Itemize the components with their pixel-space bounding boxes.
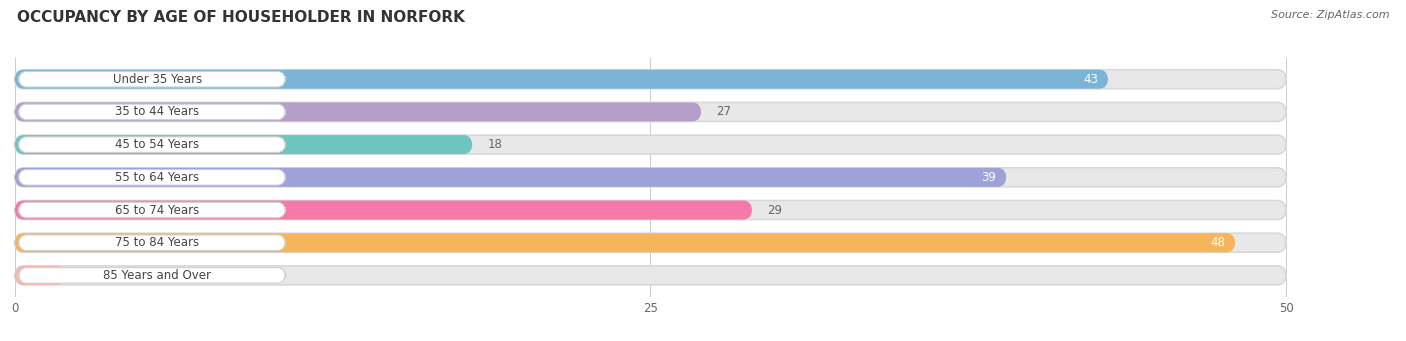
FancyBboxPatch shape: [14, 70, 1286, 89]
Text: 48: 48: [1211, 236, 1225, 249]
Text: 18: 18: [488, 138, 502, 151]
FancyBboxPatch shape: [18, 137, 285, 152]
FancyBboxPatch shape: [18, 202, 285, 218]
FancyBboxPatch shape: [14, 135, 472, 154]
Text: 45 to 54 Years: 45 to 54 Years: [115, 138, 200, 151]
Text: 29: 29: [768, 204, 782, 217]
FancyBboxPatch shape: [18, 169, 285, 185]
Text: 65 to 74 Years: 65 to 74 Years: [115, 204, 200, 217]
Text: 85 Years and Over: 85 Years and Over: [103, 269, 211, 282]
Text: 55 to 64 Years: 55 to 64 Years: [115, 171, 200, 184]
FancyBboxPatch shape: [18, 235, 285, 251]
FancyBboxPatch shape: [14, 233, 1286, 252]
FancyBboxPatch shape: [14, 168, 1286, 187]
Text: 35 to 44 Years: 35 to 44 Years: [115, 105, 200, 118]
Text: 75 to 84 Years: 75 to 84 Years: [115, 236, 200, 249]
FancyBboxPatch shape: [14, 135, 1286, 154]
Text: Under 35 Years: Under 35 Years: [112, 73, 202, 86]
Text: OCCUPANCY BY AGE OF HOUSEHOLDER IN NORFORK: OCCUPANCY BY AGE OF HOUSEHOLDER IN NORFO…: [17, 10, 465, 25]
FancyBboxPatch shape: [18, 104, 285, 120]
FancyBboxPatch shape: [14, 102, 1286, 121]
FancyBboxPatch shape: [14, 266, 66, 285]
FancyBboxPatch shape: [14, 70, 1108, 89]
Text: Source: ZipAtlas.com: Source: ZipAtlas.com: [1271, 10, 1389, 20]
Text: 27: 27: [717, 105, 731, 118]
FancyBboxPatch shape: [14, 233, 1236, 252]
Text: 43: 43: [1083, 73, 1098, 86]
FancyBboxPatch shape: [14, 201, 752, 220]
FancyBboxPatch shape: [14, 102, 702, 121]
FancyBboxPatch shape: [18, 268, 285, 283]
Text: 2: 2: [80, 269, 89, 282]
FancyBboxPatch shape: [18, 72, 285, 87]
FancyBboxPatch shape: [14, 201, 1286, 220]
Text: 39: 39: [981, 171, 997, 184]
FancyBboxPatch shape: [14, 168, 1007, 187]
FancyBboxPatch shape: [14, 266, 1286, 285]
